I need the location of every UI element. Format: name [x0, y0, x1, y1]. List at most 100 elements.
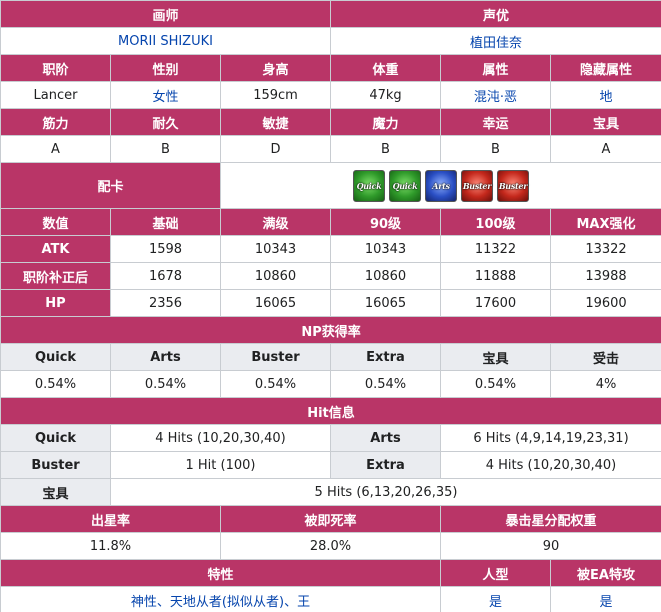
- np-value: 0.54%: [330, 370, 441, 398]
- np-header: Extra: [330, 343, 441, 371]
- hit-np-label: 宝具: [0, 478, 111, 506]
- star-rate-header: 出星率: [0, 505, 221, 533]
- alignment-link[interactable]: 混沌·恶: [440, 81, 551, 109]
- stats-table: 数值 基础 满级 90级 100级 MAX强化 ATK 1598 10343 1…: [0, 208, 661, 317]
- stats-cell: 10860: [220, 262, 331, 290]
- humanoid-value[interactable]: 是: [440, 586, 551, 612]
- hit-quick-value: 4 Hits (10,20,30,40): [110, 424, 331, 452]
- np-value: 0.54%: [440, 370, 551, 398]
- buster-card-icon: Buster: [461, 169, 493, 202]
- credits-table: 画师 声优 MORII SHIZUKI 植田佳奈: [0, 0, 661, 55]
- stats-row-label: 职阶补正后: [0, 262, 111, 290]
- hit-np-value: 5 Hits (6,13,20,26,35): [110, 478, 661, 506]
- ea-weak-value[interactable]: 是: [550, 586, 661, 612]
- voice-actor-link[interactable]: 植田佳奈: [330, 27, 661, 55]
- stats-cell: 16065: [330, 289, 441, 317]
- illustrator-label: 画师: [0, 0, 331, 28]
- agility-value: D: [220, 135, 331, 163]
- hit-buster-label: Buster: [0, 451, 111, 479]
- illustrator-link[interactable]: MORII SHIZUKI: [0, 27, 331, 55]
- mana-value: B: [330, 135, 441, 163]
- mana-header: 魔力: [330, 108, 441, 136]
- card-label: Quick: [356, 180, 382, 191]
- np-gain-table: NP获得率 Quick Arts Buster Extra 宝具 受击 0.54…: [0, 316, 661, 398]
- np-value: 0.54%: [0, 370, 111, 398]
- hit-info-table: Hit信息 Quick 4 Hits (10,20,30,40) Arts 6 …: [0, 397, 661, 506]
- stats-cell: 13322: [550, 235, 661, 263]
- weight-value: 47kg: [330, 81, 441, 109]
- hit-buster-value: 1 Hit (100): [110, 451, 331, 479]
- hidden-attribute-header: 隐藏属性: [550, 54, 661, 82]
- card-label: Arts: [432, 180, 450, 191]
- agility-header: 敏捷: [220, 108, 331, 136]
- hit-arts-label: Arts: [330, 424, 441, 452]
- stats-cell: 2356: [110, 289, 221, 317]
- ea-weak-header: 被EA特攻: [550, 559, 661, 587]
- star-weight-header: 暴击星分配权重: [440, 505, 661, 533]
- stats-cell: 13988: [550, 262, 661, 290]
- traits-header: 特性: [0, 559, 441, 587]
- stats-header-label: 数值: [0, 208, 111, 236]
- class-header: 职阶: [0, 54, 111, 82]
- hit-extra-label: Extra: [330, 451, 441, 479]
- noble-phantasm-value: A: [550, 135, 661, 163]
- noble-phantasm-header: 宝具: [550, 108, 661, 136]
- profile-table: 职阶 性别 身高 体重 属性 隐藏属性 Lancer 女性 159cm 47kg…: [0, 54, 661, 163]
- hit-quick-label: Quick: [0, 424, 111, 452]
- stats-row-label: ATK: [0, 235, 111, 263]
- death-rate-header: 被即死率: [220, 505, 441, 533]
- stats-cell: 17600: [440, 289, 551, 317]
- strength-header: 筋力: [0, 108, 111, 136]
- arts-card-icon: Arts: [425, 169, 457, 202]
- np-header: Buster: [220, 343, 331, 371]
- hidden-attribute-link[interactable]: 地: [550, 81, 661, 109]
- np-value: 0.54%: [220, 370, 331, 398]
- death-rate-value: 28.0%: [220, 532, 441, 560]
- np-header: Arts: [110, 343, 221, 371]
- endurance-value: B: [110, 135, 221, 163]
- hit-arts-value: 6 Hits (4,9,14,19,23,31): [440, 424, 661, 452]
- deck-cards: Quick Quick Arts Buster Buster: [225, 169, 657, 202]
- star-table: 出星率 被即死率 暴击星分配权重 11.8% 28.0% 90: [0, 505, 661, 560]
- np-header: 宝具: [440, 343, 551, 371]
- np-header: Quick: [0, 343, 111, 371]
- humanoid-header: 人型: [440, 559, 551, 587]
- deck-cards-cell: Quick Quick Arts Buster Buster: [220, 162, 661, 209]
- np-header: 受击: [549, 343, 661, 371]
- stats-cell: 11322: [440, 235, 551, 263]
- hit-info-title: Hit信息: [0, 397, 661, 425]
- np-value: 0.54%: [110, 370, 221, 398]
- alignment-header: 属性: [440, 54, 551, 82]
- buster-card-icon: Buster: [497, 169, 529, 202]
- np-gain-title: NP获得率: [0, 316, 661, 344]
- deck-table: 配卡 Quick Quick Arts Buster Buster: [0, 162, 661, 209]
- deck-label: 配卡: [0, 162, 221, 209]
- star-rate-value: 11.8%: [0, 532, 221, 560]
- voice-actor-label: 声优: [330, 0, 661, 28]
- card-label: Quick: [392, 180, 418, 191]
- card-label: Buster: [462, 180, 492, 191]
- hit-extra-value: 4 Hits (10,20,30,40): [440, 451, 661, 479]
- height-value: 159cm: [220, 81, 331, 109]
- star-weight-value: 90: [440, 532, 661, 560]
- endurance-header: 耐久: [110, 108, 221, 136]
- strength-value: A: [0, 135, 111, 163]
- quick-card-icon: Quick: [389, 169, 421, 202]
- traits-links[interactable]: 神性、天地从者(拟似从者)、王: [0, 586, 441, 612]
- stats-cell: 10343: [330, 235, 441, 263]
- np-value: 4%: [549, 370, 661, 398]
- luck-value: B: [440, 135, 551, 163]
- card-label: Buster: [498, 180, 528, 191]
- stats-cell: 11888: [440, 262, 551, 290]
- stats-header-level-90: 90级: [330, 208, 441, 236]
- stats-cell: 16065: [220, 289, 331, 317]
- stats-cell: 1598: [110, 235, 221, 263]
- stats-header-max-level: 满级: [220, 208, 331, 236]
- stats-header-max-fou: MAX强化: [550, 208, 661, 236]
- stats-header-base: 基础: [110, 208, 221, 236]
- class-value: Lancer: [0, 81, 111, 109]
- stats-cell: 10343: [220, 235, 331, 263]
- gender-link[interactable]: 女性: [110, 81, 221, 109]
- stats-header-level-100: 100级: [440, 208, 551, 236]
